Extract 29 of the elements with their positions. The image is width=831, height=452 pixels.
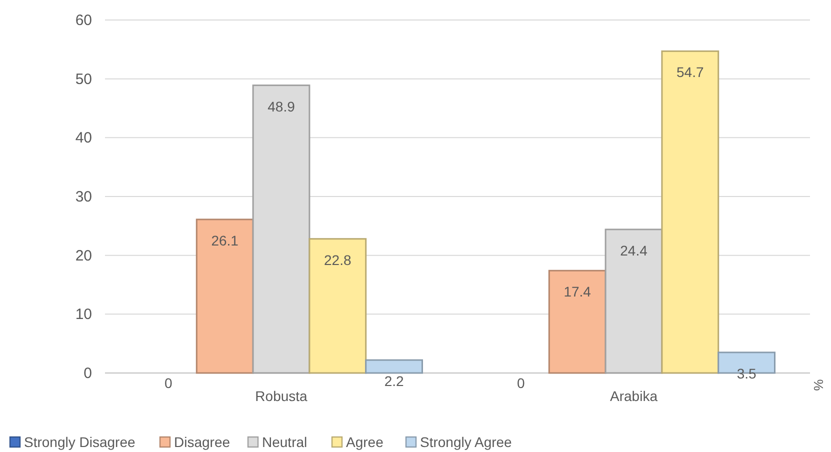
bar [548, 270, 606, 374]
data-label: 2.2 [384, 373, 404, 390]
x-tick-label: Arabika [610, 388, 658, 404]
data-label: 26.1 [211, 232, 239, 248]
y-tick-label: 10 [75, 306, 92, 324]
legend-label: Neutral [262, 434, 308, 450]
y-tick-label: 30 [75, 188, 92, 206]
y-tick-label: 20 [75, 247, 92, 264]
y-tick-label: 40 [75, 130, 92, 147]
bar [661, 50, 720, 374]
y-tick-label: 0 [84, 365, 92, 382]
bar [365, 359, 423, 374]
legend-label: Disagree [174, 434, 230, 450]
data-label: 54.7 [676, 64, 704, 80]
y-tick-label: 50 [75, 70, 92, 88]
legend-label: Strongly Disagree [24, 434, 136, 450]
bar [196, 218, 254, 374]
data-label: 0 [164, 375, 173, 391]
y-tick-label: 60 [75, 12, 92, 29]
x-tick-label: Robusta [255, 388, 308, 404]
legend-label: Agree [346, 434, 384, 450]
data-label: 17.4 [564, 284, 592, 300]
data-label: 24.4 [620, 242, 648, 258]
data-label: 48.9 [268, 98, 296, 114]
y-axis-title: % [811, 379, 826, 392]
data-label: 22.8 [324, 252, 352, 268]
bar [308, 238, 367, 374]
legend-label: Strongly Agree [420, 434, 512, 450]
data-label: 0 [517, 375, 526, 391]
